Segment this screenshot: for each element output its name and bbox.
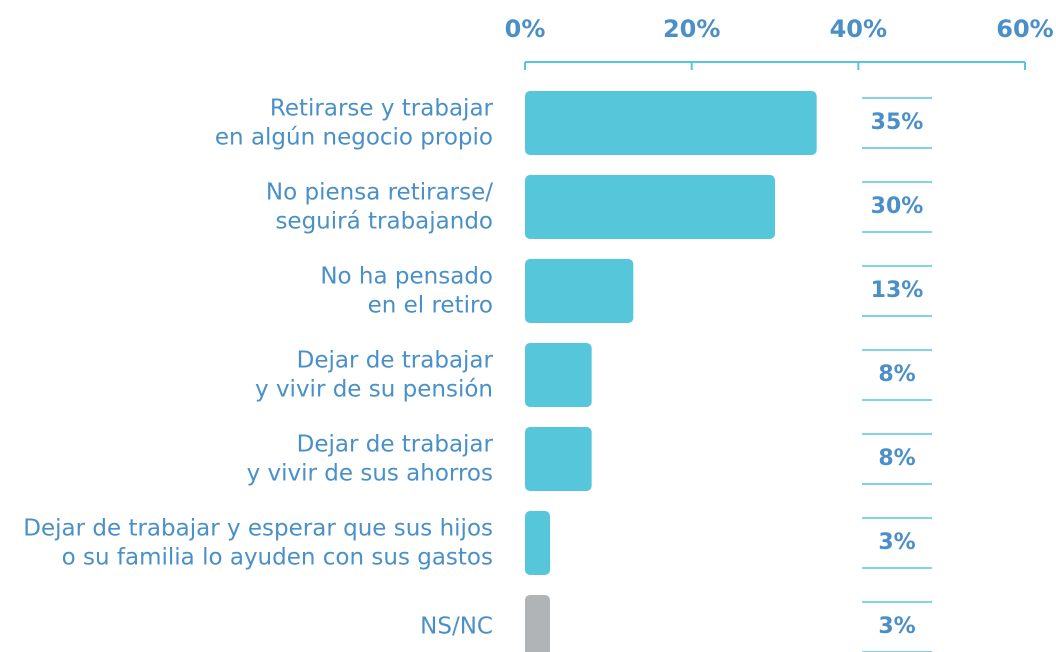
category-label: Retirarse y trabajar en algún negocio pro… (215, 95, 494, 150)
bar (525, 91, 817, 155)
value-label: 30% (871, 194, 924, 219)
value-label: 3% (878, 614, 915, 639)
bar (525, 343, 592, 407)
category-label: Dejar de trabajar y esperar que sus hijo… (23, 515, 493, 570)
category-label: No ha pensado en el retiro (320, 263, 493, 318)
x-tick-label: 60% (996, 15, 1053, 43)
bar (525, 511, 550, 575)
category-label: NS/NC (420, 614, 493, 640)
value-label: 8% (878, 446, 915, 471)
category-label: Dejar de trabajar y vivir de su pensión (255, 347, 494, 402)
category-label: Dejar de trabajar y vivir de sus ahorros (247, 431, 494, 486)
x-tick-label: 20% (663, 15, 720, 43)
value-label: 3% (878, 530, 915, 555)
bar (525, 259, 634, 323)
bar (525, 175, 775, 239)
value-label: 35% (871, 110, 924, 135)
value-label: 13% (871, 278, 924, 303)
category-label: No piensa retirarse/seguirá trabajando (266, 179, 493, 234)
bar (525, 595, 550, 652)
bar (525, 427, 592, 491)
x-tick-label: 40% (830, 15, 887, 43)
value-label: 8% (878, 362, 915, 387)
x-tick-label: 0% (505, 15, 546, 43)
